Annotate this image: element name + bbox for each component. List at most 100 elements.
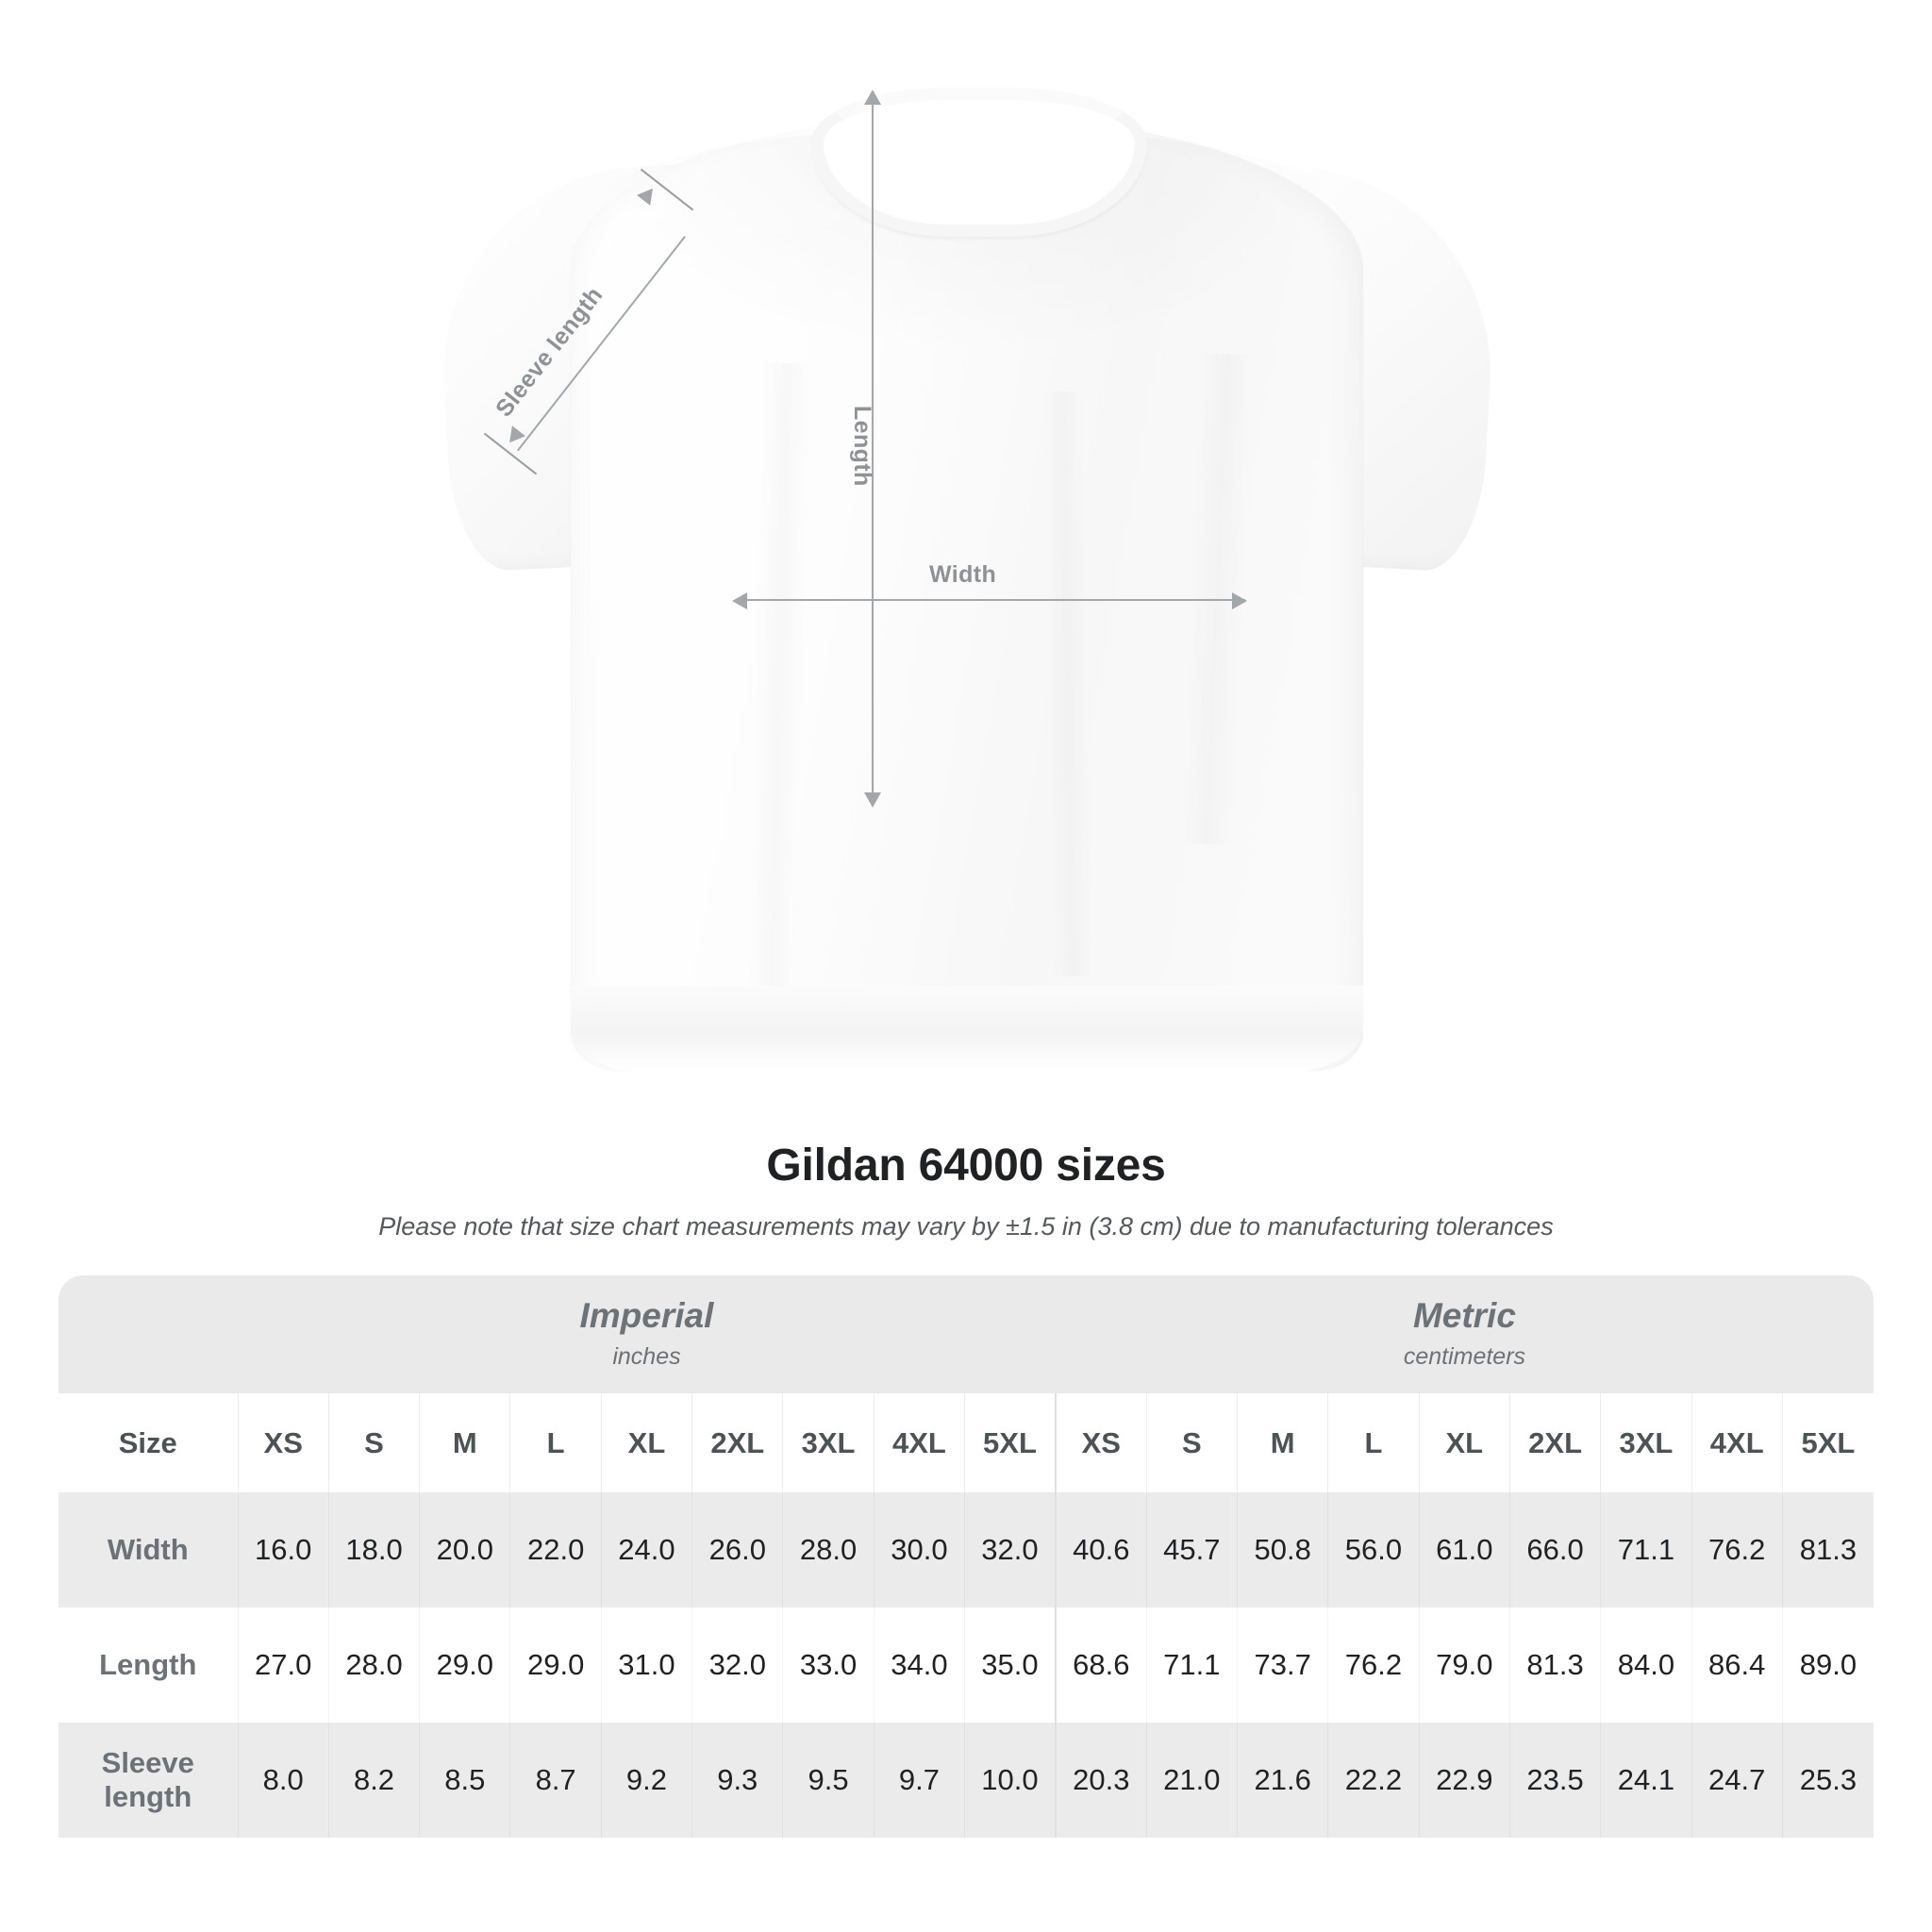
cell-imperial-sleeve-length-2xl: 9.3	[691, 1723, 783, 1838]
size-header-metric-4xl: 4XL	[1690, 1393, 1783, 1492]
cell-imperial-width-5xl: 32.0	[964, 1492, 1056, 1607]
size-table: Imperial inches Metric centimeters Size XS S M L…	[58, 1275, 1874, 1838]
cell-imperial-width-s: 18.0	[327, 1492, 420, 1607]
unit-system-imperial: Imperial inches	[238, 1275, 1056, 1393]
width-label: Width	[929, 561, 997, 588]
cell-imperial-length-s: 28.0	[327, 1607, 420, 1723]
cell-metric-sleeve-length-l: 22.2	[1327, 1723, 1420, 1838]
cell-metric-sleeve-length-s: 21.0	[1145, 1723, 1238, 1838]
size-header-metric-m: M	[1236, 1393, 1328, 1492]
unit-system-unit: inches	[612, 1342, 681, 1370]
length-label: Length	[849, 406, 875, 487]
cell-imperial-width-l: 22.0	[509, 1492, 602, 1607]
cell-metric-length-xs: 68.6	[1054, 1607, 1147, 1723]
size-header-imperial-5xl: 5XL	[964, 1393, 1056, 1492]
cell-metric-sleeve-length-5xl: 25.3	[1781, 1723, 1874, 1838]
table-row: Sleeve length 8.0 8.2 8.5 8.7 9.2 9.3 9.5 9.7 10.…	[58, 1723, 1874, 1838]
tshirt-hem	[571, 986, 1363, 1073]
tolerance-note: Please note that size chart measurements…	[378, 1212, 1554, 1241]
cell-imperial-width-2xl: 26.0	[691, 1492, 783, 1607]
cell-imperial-length-xl: 31.0	[600, 1607, 692, 1723]
unit-system-band: Imperial inches Metric centimeters	[58, 1275, 1874, 1393]
cell-metric-width-m: 50.8	[1236, 1492, 1328, 1607]
table-row: Length 27.0 28.0 29.0 29.0 31.0 32.0 33.0 34.0 35…	[58, 1607, 1874, 1723]
tshirt-illustration	[433, 80, 1501, 1080]
cell-metric-width-s: 45.7	[1145, 1492, 1238, 1607]
size-header-metric-xl: XL	[1418, 1393, 1510, 1492]
cell-imperial-sleeve-length-4xl: 9.7	[873, 1723, 965, 1838]
width-arrow-right-icon	[1232, 592, 1247, 609]
cell-metric-length-m: 73.7	[1236, 1607, 1328, 1723]
cell-metric-width-xs: 40.6	[1054, 1492, 1147, 1607]
row-label-length: Length	[99, 1648, 197, 1681]
size-header-metric-5xl: 5XL	[1781, 1393, 1874, 1492]
length-guide-line	[872, 104, 874, 804]
cell-metric-width-xl: 61.0	[1418, 1492, 1510, 1607]
cell-metric-width-l: 56.0	[1327, 1492, 1420, 1607]
cell-metric-sleeve-length-3xl: 24.1	[1600, 1723, 1692, 1838]
cell-imperial-length-3xl: 33.0	[782, 1607, 874, 1723]
size-header-metric-xs: XS	[1054, 1393, 1147, 1492]
cell-metric-width-2xl: 66.0	[1508, 1492, 1601, 1607]
unit-system-name: Imperial	[579, 1296, 714, 1336]
cell-metric-length-l: 76.2	[1327, 1607, 1420, 1723]
tshirt-body	[571, 118, 1363, 1071]
size-header-imperial-l: L	[509, 1393, 602, 1492]
size-header-imperial-s: S	[327, 1393, 420, 1492]
size-header-metric-l: L	[1327, 1393, 1420, 1492]
cell-imperial-width-xl: 24.0	[600, 1492, 692, 1607]
cell-metric-length-4xl: 86.4	[1690, 1607, 1783, 1723]
cell-metric-width-5xl: 81.3	[1781, 1492, 1874, 1607]
cell-imperial-length-4xl: 34.0	[873, 1607, 965, 1723]
cell-metric-length-5xl: 89.0	[1781, 1607, 1874, 1723]
cell-imperial-width-xs: 16.0	[237, 1492, 329, 1607]
unit-system-unit: centimeters	[1403, 1342, 1526, 1370]
cell-imperial-sleeve-length-s: 8.2	[327, 1723, 420, 1838]
table-row: Width 16.0 18.0 20.0 22.0 24.0 26.0 28.0 30.0 32.…	[58, 1492, 1874, 1607]
unit-system-metric: Metric centimeters	[1056, 1275, 1874, 1393]
cell-metric-length-s: 71.1	[1145, 1607, 1238, 1723]
cell-imperial-length-2xl: 32.0	[691, 1607, 783, 1723]
size-header-imperial-2xl: 2XL	[691, 1393, 783, 1492]
size-header-metric-2xl: 2XL	[1508, 1393, 1601, 1492]
cell-imperial-sleeve-length-3xl: 9.5	[782, 1723, 874, 1838]
size-header-metric-s: S	[1145, 1393, 1238, 1492]
cell-imperial-width-4xl: 30.0	[873, 1492, 965, 1607]
cell-imperial-length-l: 29.0	[509, 1607, 602, 1723]
cell-metric-sleeve-length-4xl: 24.7	[1690, 1723, 1783, 1838]
cell-imperial-sleeve-length-5xl: 10.0	[964, 1723, 1056, 1838]
cell-metric-sleeve-length-xl: 22.9	[1418, 1723, 1510, 1838]
width-arrow-left-icon	[732, 592, 747, 609]
length-arrow-down-icon	[864, 792, 881, 808]
cell-imperial-width-m: 20.0	[419, 1492, 510, 1607]
size-header-metric-3xl: 3XL	[1600, 1393, 1692, 1492]
size-header-row: Size XS S M L XL 2XL 3XL 4XL 5XL XS S M L XL 2XL 3XL 4XL 5…	[58, 1393, 1874, 1492]
size-header-imperial-xs: XS	[237, 1393, 329, 1492]
unit-band-spacer	[58, 1275, 238, 1393]
cell-imperial-length-xs: 27.0	[237, 1607, 329, 1723]
size-header-imperial-xl: XL	[600, 1393, 692, 1492]
cell-metric-sleeve-length-2xl: 23.5	[1508, 1723, 1601, 1838]
unit-system-name: Metric	[1412, 1296, 1516, 1336]
tshirt-collar	[811, 88, 1147, 237]
size-header-imperial-4xl: 4XL	[873, 1393, 965, 1492]
cell-imperial-sleeve-length-xs: 8.0	[237, 1723, 329, 1838]
length-arrow-up-icon	[864, 90, 881, 105]
page-title: Gildan 64000 sizes	[766, 1141, 1166, 1191]
cell-imperial-width-3xl: 28.0	[782, 1492, 874, 1607]
cell-imperial-sleeve-length-m: 8.5	[419, 1723, 510, 1838]
cell-imperial-sleeve-length-xl: 9.2	[600, 1723, 692, 1838]
size-header-imperial-3xl: 3XL	[782, 1393, 874, 1492]
cell-metric-width-3xl: 71.1	[1600, 1492, 1692, 1607]
cell-imperial-length-m: 29.0	[419, 1607, 510, 1723]
cell-imperial-length-5xl: 35.0	[964, 1607, 1056, 1723]
size-column-label: Size	[118, 1425, 177, 1459]
cell-metric-length-xl: 79.0	[1418, 1607, 1510, 1723]
row-label-width: Width	[107, 1533, 189, 1566]
cell-metric-width-4xl: 76.2	[1690, 1492, 1783, 1607]
cell-metric-length-3xl: 84.0	[1600, 1607, 1692, 1723]
cell-metric-length-2xl: 81.3	[1508, 1607, 1601, 1723]
size-header-imperial-m: M	[419, 1393, 510, 1492]
tshirt-diagram: Length Width Sleeve length	[433, 80, 1501, 1080]
